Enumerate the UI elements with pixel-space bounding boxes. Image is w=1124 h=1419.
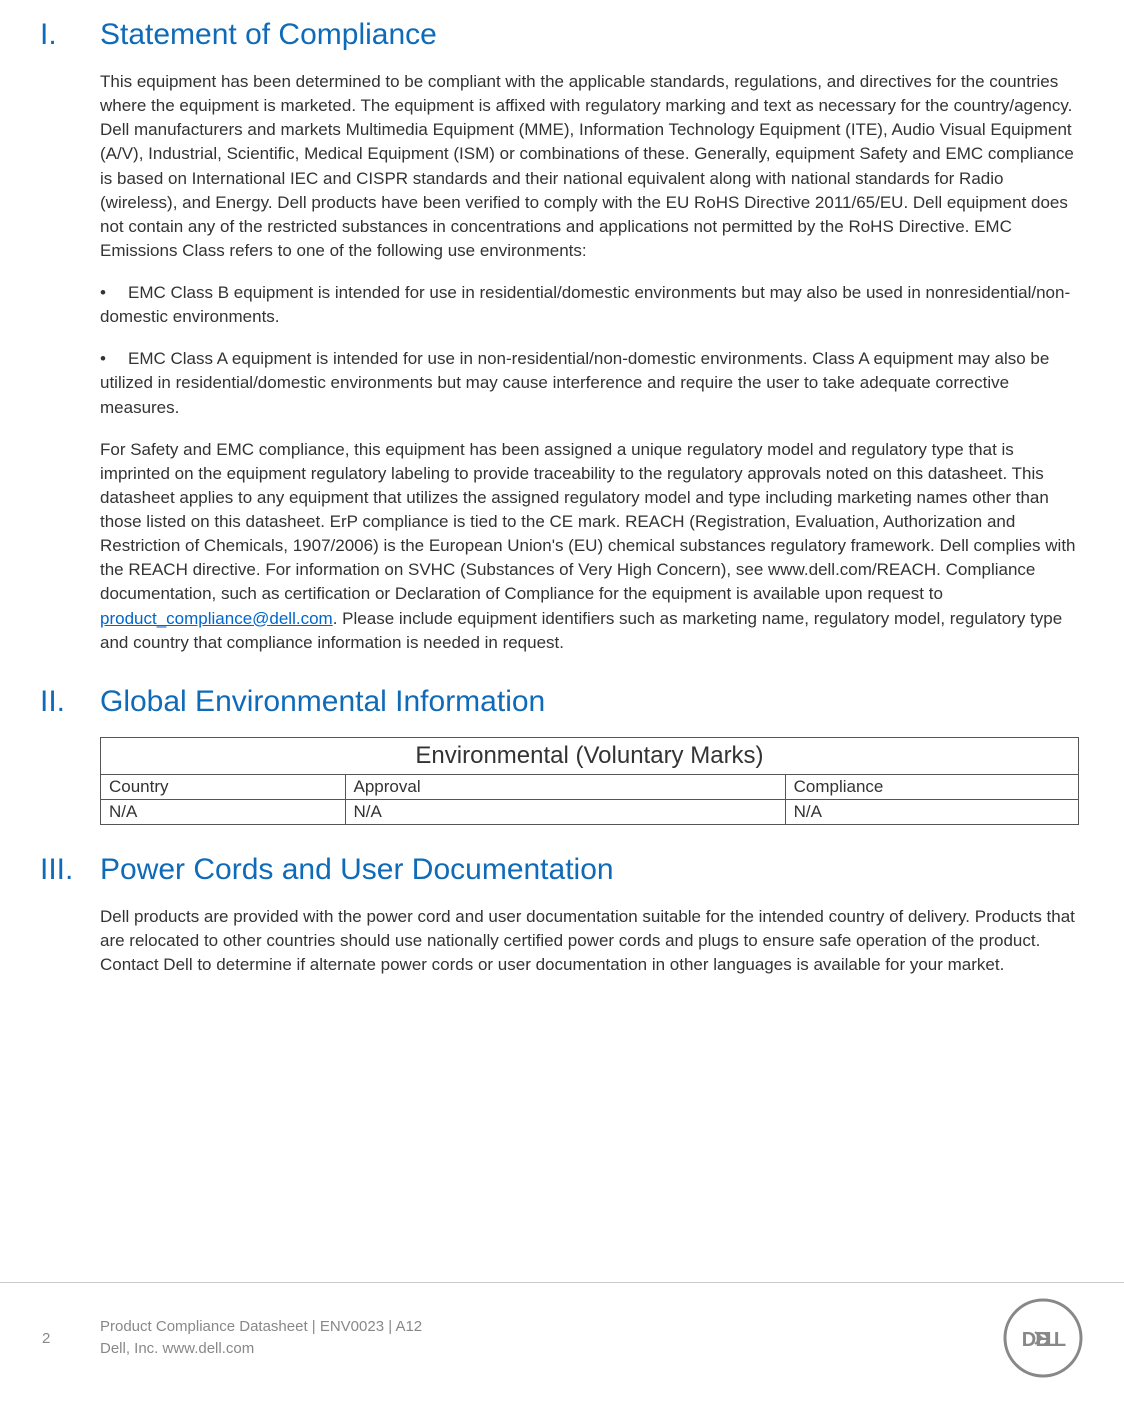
section-1-bullet-2-text: EMC Class A equipment is intended for us…: [100, 349, 1049, 416]
section-1-para-1: This equipment has been determined to be…: [100, 70, 1084, 263]
bullet-dot-icon: •: [100, 347, 128, 371]
section-3-heading: III. Power Cords and User Documentation: [40, 853, 1084, 887]
table-row: N/A N/A N/A: [101, 799, 1079, 824]
section-3-roman: III.: [40, 853, 100, 887]
footer-line-1: Product Compliance Datasheet | ENV0023 |…: [100, 1316, 1002, 1339]
footer-line-2: Dell, Inc. www.dell.com: [100, 1338, 1002, 1361]
section-1-bullet-2: •EMC Class A equipment is intended for u…: [100, 347, 1084, 419]
section-1-para-2-pre: For Safety and EMC compliance, this equi…: [100, 440, 1076, 604]
section-3-title: Power Cords and User Documentation: [100, 853, 614, 887]
environmental-table: Environmental (Voluntary Marks) Country …: [100, 737, 1079, 825]
table-title: Environmental (Voluntary Marks): [101, 737, 1079, 774]
footer-text: Product Compliance Datasheet | ENV0023 |…: [100, 1316, 1002, 1361]
footer-rule: [0, 1282, 1124, 1283]
bullet-dot-icon: •: [100, 281, 128, 305]
section-1-title: Statement of Compliance: [100, 18, 437, 52]
table-cell-0-1: N/A: [345, 799, 785, 824]
footer-row: 2 Product Compliance Datasheet | ENV0023…: [40, 1297, 1084, 1379]
section-1-roman: I.: [40, 18, 100, 52]
footer-page-number: 2: [40, 1330, 100, 1347]
section-2-title: Global Environmental Information: [100, 685, 545, 719]
table-title-row: Environmental (Voluntary Marks): [101, 737, 1079, 774]
table-cell-0-0: N/A: [101, 799, 346, 824]
section-1-heading: I. Statement of Compliance: [40, 18, 1084, 52]
section-3-para-1: Dell products are provided with the powe…: [100, 905, 1084, 977]
section-1-bullet-1: •EMC Class B equipment is intended for u…: [100, 281, 1084, 329]
table-col-0: Country: [101, 774, 346, 799]
section-1-bullet-1-text: EMC Class B equipment is intended for us…: [100, 283, 1070, 326]
page-content: I. Statement of Compliance This equipmen…: [0, 0, 1124, 977]
section-1-para-2: For Safety and EMC compliance, this equi…: [100, 438, 1084, 655]
dell-logo-icon: D DELL: [1002, 1297, 1084, 1379]
svg-text:DELL: DELL: [1022, 1329, 1066, 1351]
table-col-1: Approval: [345, 774, 785, 799]
page-footer: 2 Product Compliance Datasheet | ENV0023…: [0, 1282, 1124, 1379]
section-2-roman: II.: [40, 685, 100, 719]
table-cell-0-2: N/A: [785, 799, 1078, 824]
compliance-email-link[interactable]: product_compliance@dell.com: [100, 609, 333, 628]
table-col-2: Compliance: [785, 774, 1078, 799]
section-2-heading: II. Global Environmental Information: [40, 685, 1084, 719]
table-header-row: Country Approval Compliance: [101, 774, 1079, 799]
